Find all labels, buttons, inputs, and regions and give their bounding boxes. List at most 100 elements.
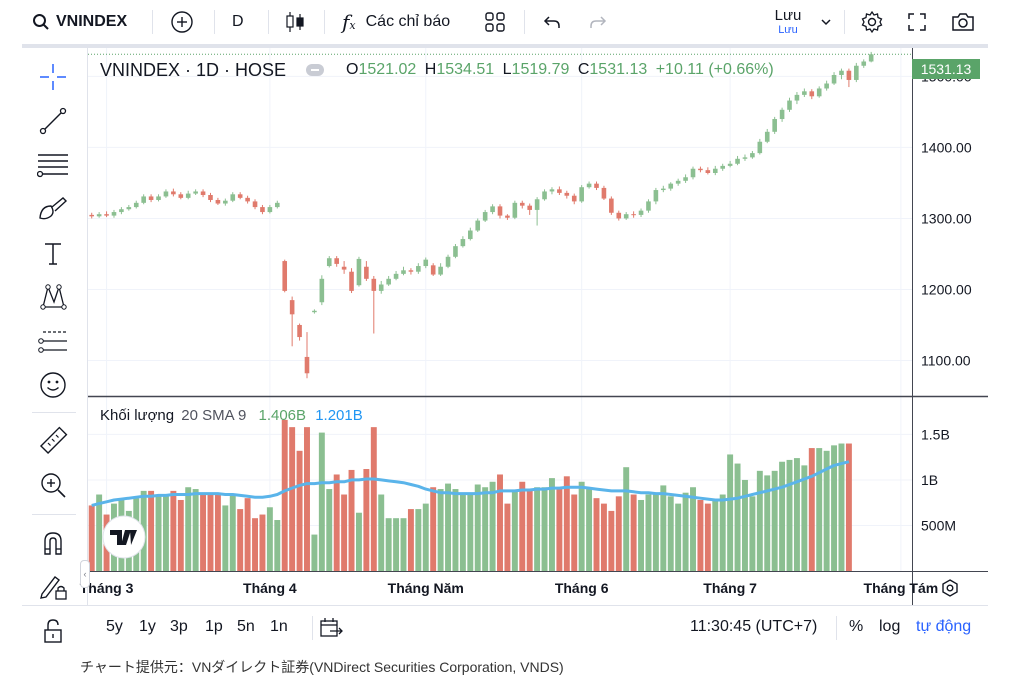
- range-button-5n[interactable]: 5n: [237, 618, 255, 635]
- range-button-3p[interactable]: 3p: [170, 618, 188, 635]
- ruler-icon: [39, 426, 68, 455]
- templates-button[interactable]: [484, 0, 506, 44]
- candle-body: [787, 100, 792, 110]
- volume-bar: [437, 489, 444, 571]
- candle-body: [401, 270, 406, 274]
- candle-body: [571, 195, 577, 202]
- range-button-1n[interactable]: 1n: [270, 618, 288, 635]
- save-dropdown-button[interactable]: [820, 0, 832, 44]
- save-button[interactable]: Lưu Lưu: [758, 0, 818, 44]
- undo-button[interactable]: [542, 0, 562, 44]
- candle-body: [512, 202, 518, 218]
- volume-sma-line: [91, 460, 850, 507]
- range-button-5y[interactable]: 5y: [106, 618, 123, 635]
- goto-date-button[interactable]: [318, 616, 344, 645]
- candle-body: [148, 196, 154, 200]
- volume-bar: [452, 489, 459, 571]
- candle-body: [601, 187, 607, 199]
- emoji-tool[interactable]: [36, 368, 70, 402]
- volume-bar: [96, 494, 103, 571]
- chart-type-button[interactable]: [284, 0, 306, 44]
- volume-bar: [407, 509, 414, 571]
- percent-toggle[interactable]: %: [849, 618, 864, 635]
- gear-icon: [861, 10, 883, 34]
- candle-body: [646, 201, 651, 211]
- range-button-1y[interactable]: 1y: [139, 618, 156, 635]
- candle-body: [705, 170, 711, 173]
- volume-bar: [645, 494, 652, 571]
- volume-bar: [845, 443, 852, 571]
- pattern-tool[interactable]: [36, 280, 70, 314]
- candle-body: [185, 193, 191, 198]
- candle-body: [779, 109, 785, 120]
- fib-tool[interactable]: [36, 148, 70, 182]
- candle-body: [712, 168, 718, 173]
- interval-label: D: [232, 13, 244, 30]
- candle-body: [809, 91, 815, 97]
- candle-body: [133, 202, 139, 208]
- volume-bar: [445, 483, 452, 571]
- magnet-tool[interactable]: [36, 526, 70, 560]
- candle-body: [638, 210, 644, 215]
- crosshair-tool[interactable]: [36, 60, 70, 94]
- candle-body: [378, 284, 384, 291]
- trend-line-tool[interactable]: [36, 104, 70, 138]
- volume-bar: [430, 487, 437, 571]
- volume-bar: [207, 492, 214, 571]
- undo-icon: [543, 16, 560, 28]
- interval-button[interactable]: D: [232, 0, 244, 44]
- settings-button[interactable]: [860, 0, 884, 44]
- brush-tool[interactable]: [36, 192, 70, 226]
- y-tick-label: 1300.00: [921, 210, 972, 226]
- measure-tool[interactable]: [36, 424, 70, 458]
- volume-bar: [526, 489, 533, 571]
- volume-bar: [690, 487, 696, 571]
- volume-bar: [749, 496, 756, 571]
- unlock-icon: [44, 619, 62, 643]
- search-icon: [33, 14, 49, 30]
- indicators-button[interactable]: fx Các chỉ báo: [342, 0, 450, 44]
- x-tick-label: Tháng 7: [703, 580, 757, 596]
- candle-body: [698, 168, 703, 171]
- lock-all-tool[interactable]: [36, 614, 70, 648]
- volume-bar: [281, 419, 288, 571]
- collapse-legend-button[interactable]: [306, 64, 325, 76]
- candle-body: [163, 191, 169, 197]
- candle-body: [126, 207, 132, 210]
- collapse-toolbar-handle[interactable]: ‹: [80, 560, 90, 588]
- candle-body: [831, 74, 837, 84]
- price-chart[interactable]: 1500.001400.001300.001200.001100.001.5B1…: [0, 0, 1024, 606]
- zoom-tool[interactable]: [36, 468, 70, 502]
- volume-bar: [200, 492, 207, 571]
- candle-body: [319, 278, 325, 303]
- volume-bar: [400, 518, 407, 571]
- y-tick-label: 1200.00: [921, 281, 972, 297]
- candle-body: [757, 141, 763, 154]
- compare-button[interactable]: [170, 0, 194, 44]
- candle-body: [742, 157, 748, 159]
- lock-drawing-tool[interactable]: [36, 570, 70, 604]
- log-toggle[interactable]: log: [879, 618, 901, 635]
- volume-bar: [556, 487, 563, 571]
- screenshot-button[interactable]: [950, 0, 976, 44]
- auto-scale-toggle[interactable]: tự động: [916, 618, 972, 635]
- candle-body: [579, 187, 584, 202]
- text-tool[interactable]: [36, 236, 70, 270]
- axis-settings-button[interactable]: [940, 578, 960, 603]
- volume-bar: [578, 481, 585, 571]
- volume-bar: [756, 470, 763, 571]
- symbol-search-button[interactable]: VNINDEX: [32, 0, 127, 44]
- volume-bar: [541, 487, 548, 571]
- candle-body: [519, 202, 525, 206]
- clock-timezone[interactable]: 11:30:45 (UTC+7): [690, 618, 818, 635]
- prediction-tool[interactable]: [36, 324, 70, 358]
- fullscreen-button[interactable]: [906, 0, 928, 44]
- candle-body: [490, 206, 495, 213]
- bottom-toolbar: 5y 1y 3p 1p 5n 1n 11:30:45 (UTC+7) % log tự đ…: [88, 606, 988, 652]
- candle-body: [616, 212, 622, 219]
- redo-button[interactable]: [588, 0, 608, 44]
- candle-body: [349, 271, 354, 291]
- candle-body: [341, 266, 347, 270]
- drawing-toolbar: [22, 48, 88, 654]
- range-button-1p[interactable]: 1p: [205, 618, 223, 635]
